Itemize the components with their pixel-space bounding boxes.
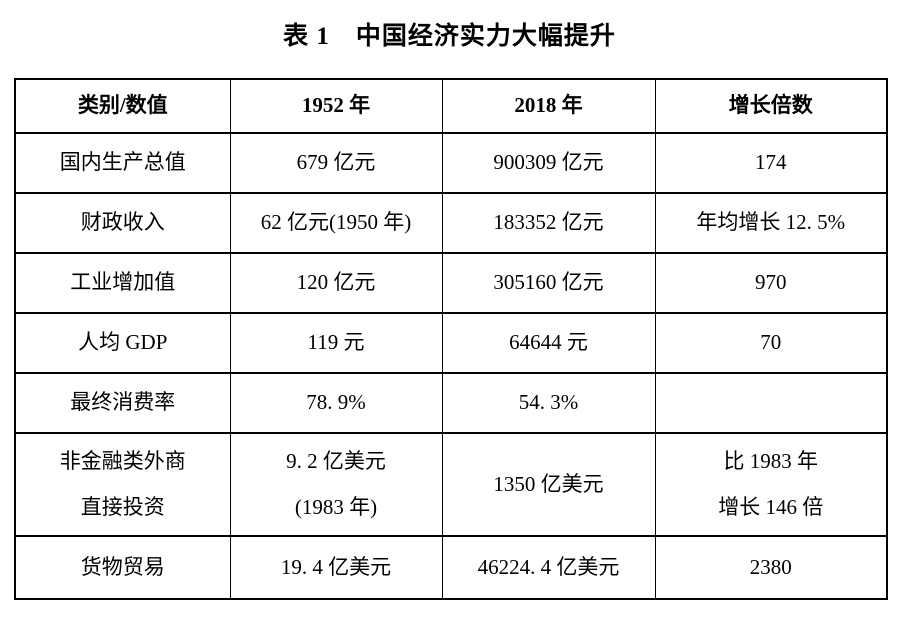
value-cell: 年均增长 12. 5% (654, 192, 888, 254)
table-title: 表 1 中国经济实力大幅提升 (283, 23, 616, 50)
row-label-cell: 工业增加值 (14, 252, 231, 314)
value-cell: 比 1983 年 增长 146 倍 (654, 432, 888, 537)
value-cell: 183352 亿元 (441, 192, 656, 254)
row-label-cell: 非金融类外商 直接投资 (14, 432, 231, 537)
value-cell: 1350 亿美元 (441, 432, 656, 537)
header-cell-growth: 增长倍数 (654, 78, 888, 134)
value-cell: 119 元 (229, 312, 443, 374)
row-label-cell: 货物贸易 (14, 535, 231, 600)
value-cell: 19. 4 亿美元 (229, 535, 443, 600)
row-label-cell: 国内生产总值 (14, 132, 231, 194)
header-cell-category: 类别/数值 (14, 78, 231, 134)
value-cell: 78. 9% (229, 372, 443, 434)
value-cell: 64644 元 (441, 312, 656, 374)
row-label-cell: 人均 GDP (14, 312, 231, 374)
table-row-final-consumption-rate: 最终消费率 78. 9% 54. 3% (14, 372, 888, 434)
header-cell-1952: 1952 年 (229, 78, 443, 134)
row-label-cell: 最终消费率 (14, 372, 231, 434)
table-row-gdp-per-capita: 人均 GDP 119 元 64644 元 70 (14, 312, 888, 374)
value-cell: 2380 (654, 535, 888, 600)
economy-table: 类别/数值 1952 年 2018 年 增长倍数 国内生产总值 679 亿元 9… (14, 78, 888, 600)
row-label-cell: 财政收入 (14, 192, 231, 254)
value-cell: 62 亿元(1950 年) (229, 192, 443, 254)
value-cell: 9. 2 亿美元 (1983 年) (229, 432, 443, 537)
table-row-fiscal-revenue: 财政收入 62 亿元(1950 年) 183352 亿元 年均增长 12. 5% (14, 192, 888, 254)
value-cell: 900309 亿元 (441, 132, 656, 194)
value-cell (654, 372, 888, 434)
table-row-goods-trade: 货物贸易 19. 4 亿美元 46224. 4 亿美元 2380 (14, 535, 888, 600)
value-cell: 46224. 4 亿美元 (441, 535, 656, 600)
table-row-non-financial-fdi: 非金融类外商 直接投资 9. 2 亿美元 (1983 年) 1350 亿美元 比… (14, 432, 888, 537)
value-cell: 970 (654, 252, 888, 314)
value-cell: 120 亿元 (229, 252, 443, 314)
header-cell-2018: 2018 年 (441, 78, 656, 134)
header-row: 类别/数值 1952 年 2018 年 增长倍数 (14, 78, 888, 134)
table-row-gdp: 国内生产总值 679 亿元 900309 亿元 174 (14, 132, 888, 194)
value-cell: 70 (654, 312, 888, 374)
value-cell: 54. 3% (441, 372, 656, 434)
value-cell: 679 亿元 (229, 132, 443, 194)
table-row-industrial-added-value: 工业增加值 120 亿元 305160 亿元 970 (14, 252, 888, 314)
value-cell: 174 (654, 132, 888, 194)
value-cell: 305160 亿元 (441, 252, 656, 314)
